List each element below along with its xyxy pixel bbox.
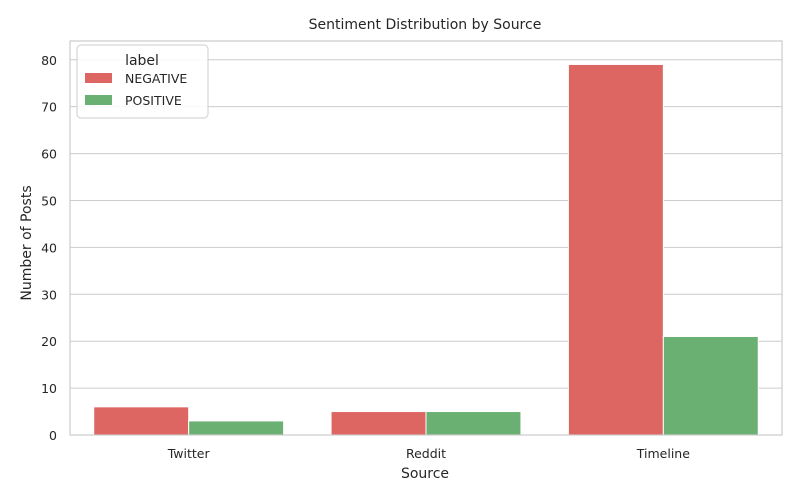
bar-negative-twitter [93,406,190,436]
y-tick-label: 0 [49,428,57,443]
bar-negative-reddit [330,411,427,436]
legend: label NEGATIVE POSITIVE [76,44,209,119]
y-tick-label: 40 [41,240,57,255]
legend-swatch-negative [85,73,112,83]
bar-positive-reddit [425,411,522,436]
plot-frame [69,40,783,436]
y-axis-ticks: 0 10 20 30 40 50 60 70 80 [41,53,57,443]
y-tick-label: 20 [41,334,57,349]
legend-label-negative: NEGATIVE [125,71,187,86]
y-tick-label: 60 [41,147,57,162]
legend-items: NEGATIVE POSITIVE [85,71,187,108]
bar-negative-timeline [567,63,664,436]
x-axis-ticks: Twitter Reddit Timeline [167,446,691,461]
y-tick-label: 10 [41,381,57,396]
x-axis-label: Source [401,466,449,482]
plot-border [69,40,783,436]
bars [93,63,759,436]
y-tick-label: 70 [41,100,57,115]
legend-title: label [125,53,159,69]
y-axis-label: Number of Posts [19,185,35,300]
x-tick-label: Timeline [636,446,690,461]
x-tick-label: Twitter [167,446,211,461]
bar-positive-twitter [188,420,285,436]
chart-title: Sentiment Distribution by Source [309,17,542,33]
y-tick-label: 50 [41,193,57,208]
legend-swatch-positive [85,95,112,105]
y-tick-label: 80 [41,53,57,68]
y-tick-label: 30 [41,287,57,302]
bar-positive-timeline [662,336,759,436]
legend-label-positive: POSITIVE [125,93,182,108]
x-tick-label: Reddit [406,446,446,461]
